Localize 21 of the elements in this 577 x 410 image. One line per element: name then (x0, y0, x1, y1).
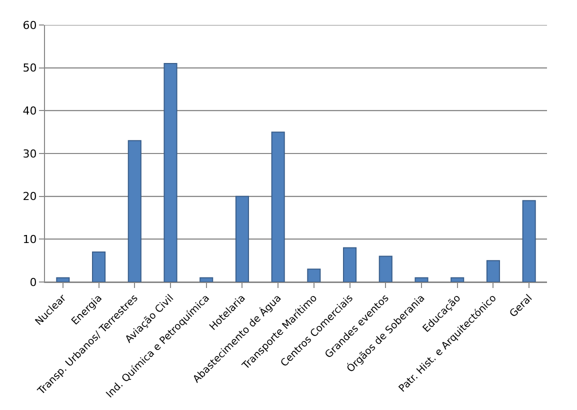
bar (56, 277, 70, 282)
bar (92, 252, 106, 282)
y-tick-label: 30 (22, 147, 37, 160)
y-tick-label: 40 (22, 104, 37, 118)
y-tick-label: 50 (22, 62, 37, 75)
y-tick-label: 0 (30, 276, 37, 289)
bar (486, 260, 500, 282)
bar (235, 196, 249, 282)
bar (450, 277, 464, 282)
bar (200, 277, 214, 282)
bar (164, 63, 178, 282)
bar (271, 132, 285, 282)
bar (343, 247, 357, 282)
y-tick-label: 60 (22, 18, 37, 32)
bar (378, 256, 392, 282)
bar (128, 140, 142, 282)
y-tick-label: 10 (22, 233, 37, 246)
bar (307, 268, 321, 282)
bar (522, 200, 536, 282)
y-tick-label: 20 (22, 190, 37, 204)
bar (414, 277, 428, 282)
